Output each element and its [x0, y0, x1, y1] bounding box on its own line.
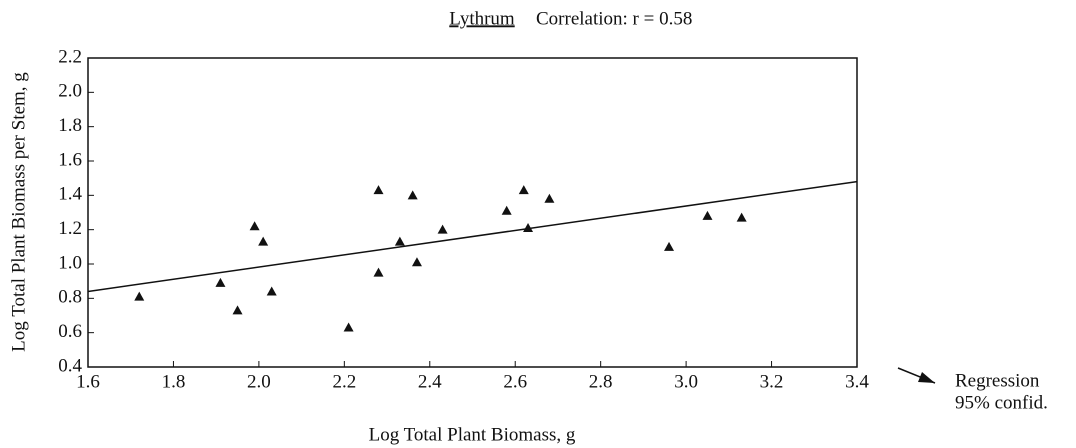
point — [702, 210, 713, 220]
point — [249, 221, 260, 231]
y-tick-label: 0.6 — [58, 321, 82, 342]
legend-label: 95% confid. — [955, 392, 1048, 413]
point — [437, 224, 448, 234]
point — [343, 322, 354, 332]
y-tick-label: 1.6 — [58, 149, 82, 170]
y-tick-label: 2.2 — [58, 46, 82, 67]
x-tick-label: 2.6 — [503, 371, 527, 392]
y-tick-label: 0.4 — [58, 355, 82, 376]
point — [373, 185, 384, 195]
plot-frame — [87, 57, 858, 368]
y-tick-label: 2.0 — [58, 81, 82, 102]
x-tick-label: 2.0 — [247, 371, 271, 392]
point — [134, 291, 145, 301]
legend-label: Regression — [955, 370, 1040, 391]
point — [664, 241, 675, 251]
y-tick-label: 0.8 — [58, 287, 82, 308]
x-tick-label: 2.2 — [332, 371, 356, 392]
point — [373, 267, 384, 277]
point — [407, 190, 418, 200]
y-axis-label: Log Total Plant Biomass per Stem, g — [8, 72, 29, 352]
x-tick-label: 2.8 — [589, 371, 613, 392]
x-axis-label: Log Total Plant Biomass, g — [369, 424, 576, 445]
x-tick-label: 3.4 — [845, 371, 869, 392]
point — [501, 205, 512, 215]
y-tick-label: 1.4 — [58, 184, 82, 205]
point — [266, 286, 277, 296]
x-tick-label: 3.0 — [674, 371, 698, 392]
point — [394, 236, 405, 246]
chart-title: Lythrum — [449, 8, 515, 29]
y-tick-label: 1.0 — [58, 252, 82, 273]
regression-line — [87, 180, 858, 293]
chart-subtitle: Correlation: r = 0.58 — [536, 8, 692, 29]
x-tick-label: 1.8 — [162, 371, 186, 392]
point — [215, 277, 226, 287]
point — [523, 222, 534, 232]
point — [258, 236, 269, 246]
x-tick-label: 1.6 — [76, 371, 100, 392]
point — [232, 305, 243, 315]
point — [736, 212, 747, 222]
point — [544, 193, 555, 203]
point — [518, 185, 529, 195]
x-tick-label: 2.4 — [418, 371, 442, 392]
point — [411, 257, 422, 267]
y-tick-label: 1.2 — [58, 218, 82, 239]
y-tick-label: 1.8 — [58, 115, 82, 136]
x-tick-label: 3.2 — [760, 371, 784, 392]
legend-marker — [918, 372, 935, 383]
